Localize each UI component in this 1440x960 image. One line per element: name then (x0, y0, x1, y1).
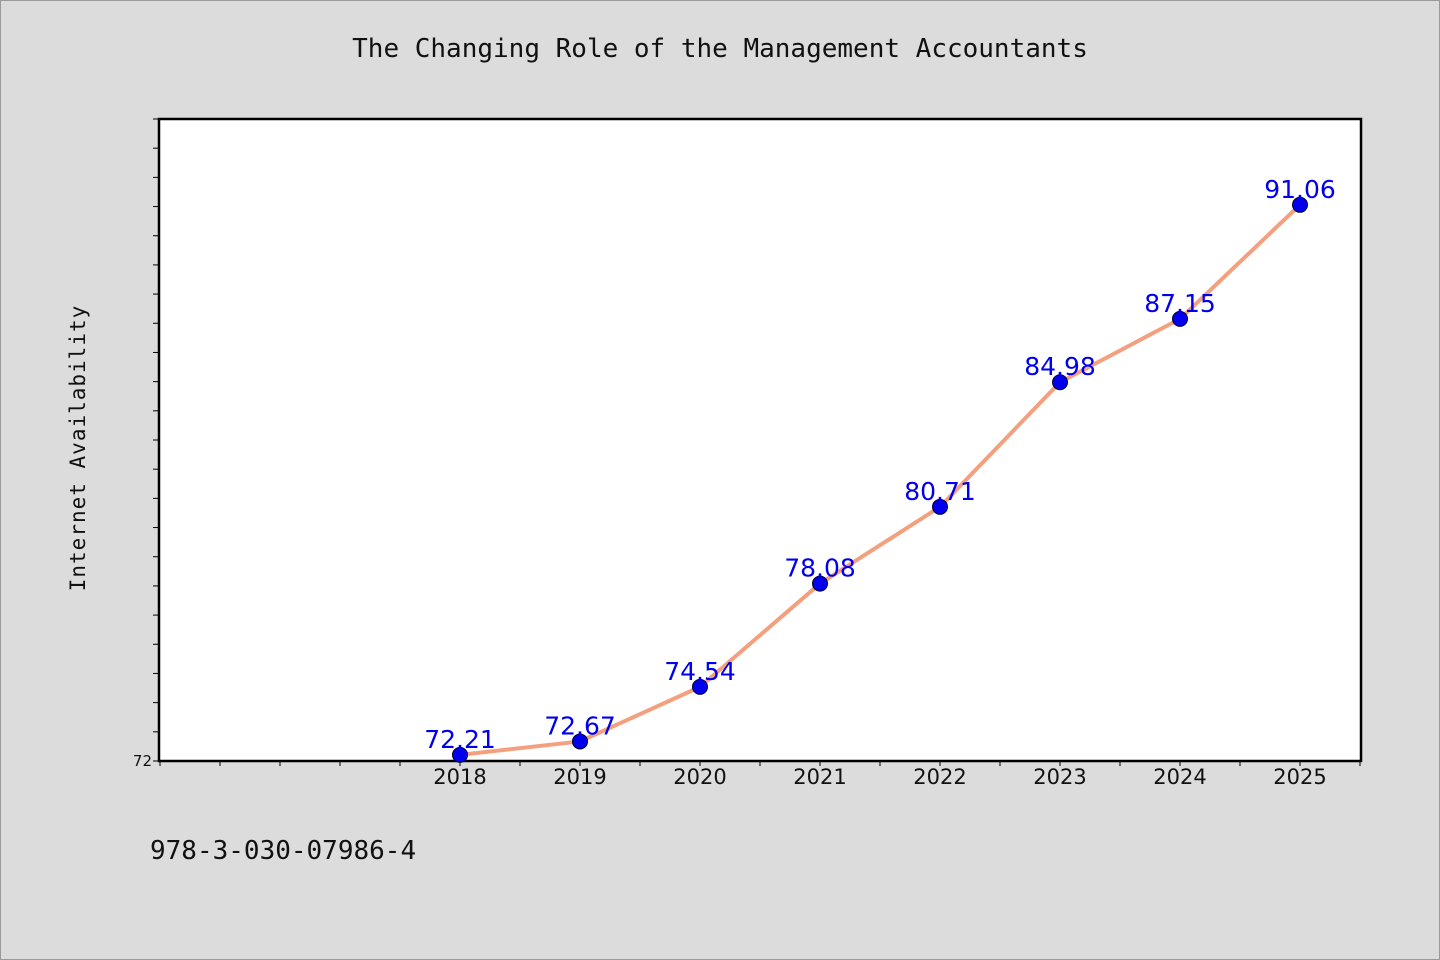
data-label: 78.08 (784, 554, 856, 583)
data-point (692, 678, 708, 695)
x-tick-label: 2020 (673, 765, 726, 789)
x-tick-label: 2018 (433, 765, 486, 789)
chart-title: The Changing Role of the Management Acco… (352, 34, 1088, 64)
data-label: 91.06 (1264, 175, 1336, 204)
x-tick-label: 2025 (1273, 765, 1326, 789)
x-tick-label: 2022 (913, 765, 966, 789)
x-tick-label: 2019 (553, 765, 606, 789)
x-tick-label: 2024 (1153, 765, 1206, 789)
data-label: 80.71 (904, 477, 976, 506)
series-line (458, 202, 1302, 757)
data-label: 72.67 (544, 711, 616, 740)
data-point (812, 575, 828, 592)
y-tick-label: 72 (133, 752, 152, 770)
data-label: 87.15 (1144, 289, 1216, 318)
data-point (1172, 310, 1188, 327)
data-label: 84.98 (1024, 352, 1096, 381)
footer-code: 978-3-030-07986-4 (150, 836, 417, 866)
data-label: 72.21 (424, 725, 496, 754)
data-point (452, 746, 468, 763)
data-point (572, 733, 588, 750)
x-tick-label: 2023 (1033, 765, 1086, 789)
data-point (932, 498, 948, 515)
data-label: 74.54 (664, 657, 736, 686)
data-point (1292, 196, 1308, 213)
data-point (1052, 374, 1068, 391)
plot-area (157, 117, 1363, 763)
x-tick-label: 2021 (793, 765, 846, 789)
